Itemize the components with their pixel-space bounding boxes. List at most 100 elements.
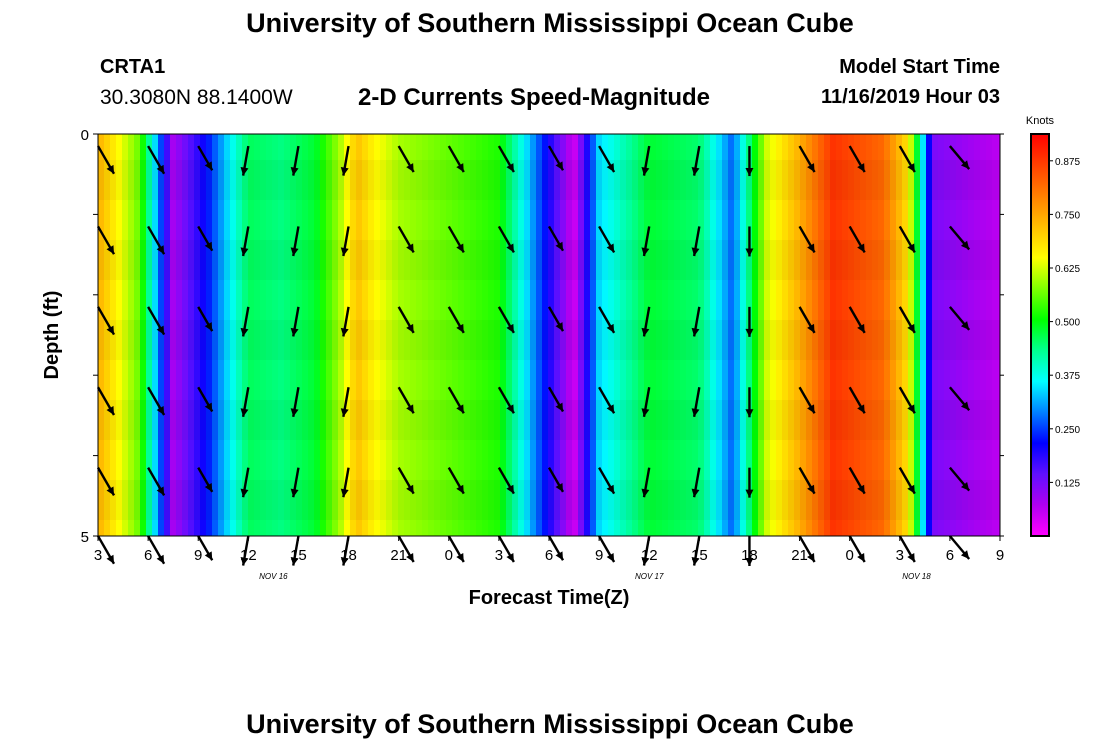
colorbar-tick-label: 0.750	[1055, 210, 1080, 221]
page-title: University of Southern Mississippi Ocean…	[246, 8, 854, 38]
station-id: CRTA1	[100, 56, 166, 78]
current-arrow	[447, 306, 465, 334]
x-tick-label: 9	[595, 547, 603, 564]
current-arrow	[397, 306, 415, 334]
current-arrow	[240, 467, 250, 498]
current-arrow	[691, 467, 701, 498]
model-start-label: Model Start Time	[839, 56, 1000, 78]
current-arrow	[290, 535, 300, 566]
model-start-value: 11/16/2019 Hour 03	[820, 86, 1000, 108]
current-arrow	[598, 467, 616, 495]
current-arrow	[290, 145, 300, 176]
current-arrow	[598, 386, 616, 414]
y-axis-label: Depth (ft)	[41, 291, 63, 380]
current-arrow	[848, 386, 866, 414]
x-tick-label: 15	[290, 547, 307, 564]
current-arrow	[848, 225, 866, 254]
date-label: NOV 18	[902, 572, 931, 581]
current-arrow	[96, 535, 116, 565]
current-arrow	[798, 225, 816, 254]
current-arrow	[598, 535, 616, 563]
station-coordinates: 30.3080N 88.1400W	[100, 86, 293, 109]
depth-shading	[98, 134, 1000, 536]
x-tick-label: 3	[94, 547, 102, 564]
current-arrow	[96, 145, 116, 175]
current-arrow	[197, 467, 214, 493]
x-tick-label: 21	[791, 547, 808, 564]
current-arrow	[898, 467, 916, 495]
colorbar-tick-label: 0.875	[1055, 157, 1080, 168]
colorbar-tick-label: 0.250	[1055, 425, 1080, 436]
x-tick-label: 0	[445, 547, 453, 564]
current-arrow	[147, 535, 166, 565]
current-arrow	[745, 467, 754, 498]
current-arrow	[848, 145, 866, 173]
current-arrow	[447, 535, 465, 563]
current-vectors	[96, 145, 971, 566]
current-arrow	[798, 467, 816, 495]
current-arrow	[848, 467, 866, 495]
current-arrow	[290, 387, 300, 418]
colorbar-tick-label: 0.375	[1055, 371, 1080, 382]
current-arrow	[641, 306, 651, 337]
x-tick-label: 3	[495, 547, 503, 564]
x-tick-label: 0	[845, 547, 853, 564]
current-arrow	[340, 387, 350, 418]
current-arrow	[397, 535, 415, 563]
current-arrow	[598, 225, 616, 254]
current-arrow	[547, 225, 565, 252]
current-arrow	[547, 386, 565, 413]
current-arrow	[691, 387, 701, 418]
current-arrow	[948, 386, 971, 412]
current-arrow	[340, 226, 350, 257]
current-arrow	[497, 225, 515, 254]
axes: 3 6 9 12 15 18 21 0 3 6 9 12 15 18 21 0 3 6 9 NOV 16 NOV 17 N…	[41, 127, 1004, 609]
current-arrow	[497, 535, 515, 563]
colorbar: Knots 0.875 0.750 0.625 0.500 0.375 0.250 0.125	[1026, 115, 1080, 537]
current-arrow	[798, 386, 816, 414]
current-arrow	[197, 145, 214, 171]
date-label: NOV 17	[635, 572, 664, 581]
current-arrow	[397, 145, 415, 173]
current-arrow	[447, 467, 465, 495]
current-arrow	[197, 386, 214, 413]
current-arrow	[240, 306, 250, 337]
current-arrow	[240, 145, 250, 176]
current-arrow	[397, 467, 415, 495]
x-tick-label: 6	[545, 547, 553, 564]
x-tick-label: 12	[641, 547, 658, 564]
current-arrow	[96, 306, 116, 336]
current-arrow	[547, 145, 565, 171]
current-arrow	[641, 467, 651, 498]
current-arrow	[240, 226, 250, 257]
current-arrow	[147, 306, 166, 336]
current-arrow	[898, 225, 916, 254]
current-arrow	[447, 386, 465, 414]
current-arrow	[598, 145, 616, 173]
current-arrow	[745, 306, 754, 337]
current-arrow	[340, 467, 350, 498]
current-arrow	[691, 226, 701, 257]
current-arrow	[290, 226, 300, 257]
current-arrow	[497, 145, 515, 173]
current-arrow	[948, 225, 971, 251]
current-arrow	[948, 466, 971, 492]
current-arrow	[948, 306, 971, 331]
x-tick-label: 3	[896, 547, 904, 564]
x-tick-label: 9	[194, 547, 202, 564]
current-arrow	[240, 387, 250, 418]
date-label: NOV 16	[259, 572, 288, 581]
current-arrow	[240, 535, 250, 566]
current-arrow	[641, 145, 651, 176]
x-tick-label: 21	[390, 547, 407, 564]
x-tick-label: 18	[340, 547, 357, 564]
current-arrow	[147, 467, 166, 496]
chart-title: 2-D Currents Speed-Magnitude	[358, 84, 711, 111]
current-arrow	[547, 467, 565, 493]
current-arrow	[898, 306, 916, 334]
y-tick-label: 0	[81, 127, 89, 144]
current-arrow	[898, 535, 916, 563]
current-arrow	[948, 535, 971, 560]
current-arrow	[497, 306, 515, 334]
current-arrow	[497, 386, 515, 414]
